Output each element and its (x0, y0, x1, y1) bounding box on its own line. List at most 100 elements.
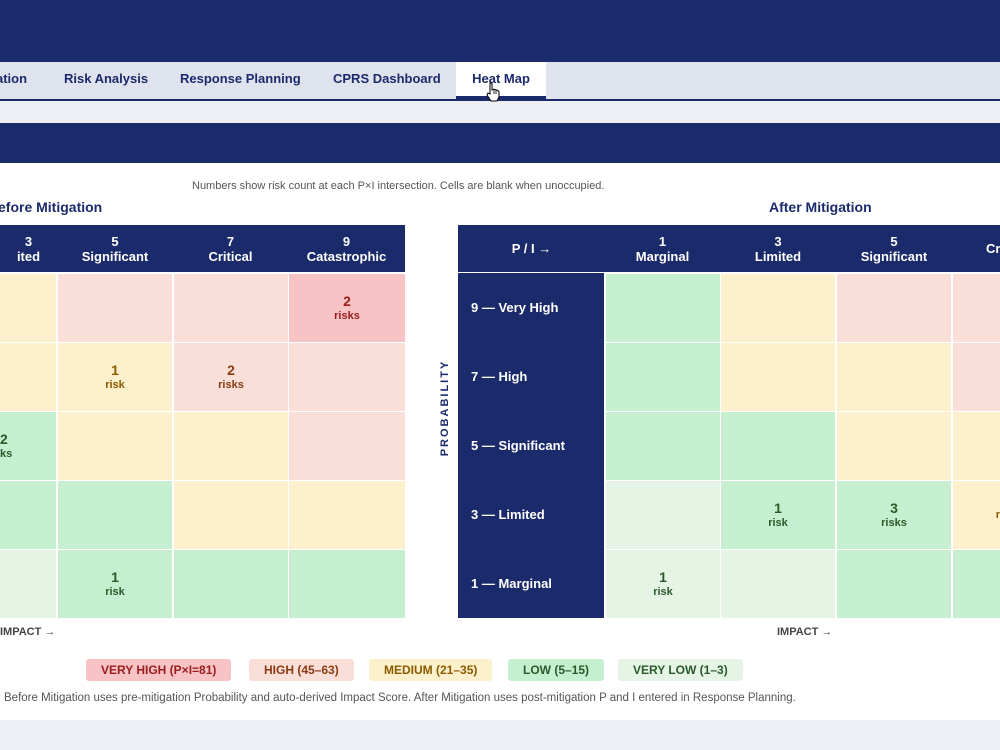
after-corner-header: P / I → (458, 225, 605, 272)
before-cell-p1-i7[interactable] (174, 550, 288, 618)
heat-map-note: Numbers show risk count at each P×I inte… (192, 180, 605, 192)
after-cell-p1-i3[interactable] (721, 550, 835, 618)
tab-risk-analysis[interactable]: Risk Analysis (64, 71, 149, 86)
page-footer-band (0, 720, 1000, 750)
header-score: 5 (890, 233, 898, 249)
legend-very-high: VERY HIGH (P×I=81) (86, 659, 232, 681)
after-cell-p1-i1[interactable]: 1 risk (606, 550, 720, 618)
after-row-label-9: 9 — Very High (458, 273, 604, 342)
tab-bar: ation Risk Analysis Response Planning CP… (0, 62, 1000, 101)
after-mitigation-title: After Mitigation (769, 199, 872, 215)
before-cell-p1-i9[interactable] (289, 550, 405, 618)
after-cell-p3-i7[interactable]: r (953, 481, 1000, 549)
header-name: Significant (81, 248, 149, 264)
risk-label: risk (768, 517, 788, 529)
risk-label: risks (334, 310, 360, 322)
after-cell-p9-i5[interactable] (837, 274, 951, 342)
risk-count: 2 (343, 293, 351, 309)
after-row-label-7: 7 — High (458, 342, 604, 411)
after-impact-header-7: Cr (952, 225, 1000, 272)
header-score: 1 (658, 233, 667, 249)
before-impact-header-9: 9 Catastrophic (288, 225, 405, 272)
after-cell-p1-i7[interactable] (953, 550, 1000, 618)
header-score: 3 (24, 233, 33, 249)
after-cell-p5-i5[interactable] (837, 412, 951, 480)
before-cell-p5-i7[interactable] (174, 412, 288, 480)
before-cell-p7-i9[interactable] (289, 343, 405, 411)
legend-high: HIGH (45–63) (249, 659, 354, 681)
risk-label: risks (218, 379, 244, 391)
before-cell-p5-i9[interactable] (289, 412, 405, 480)
before-cell-p1-i3[interactable] (0, 550, 56, 618)
before-cell-p9-i5[interactable] (58, 274, 172, 342)
risk-label: risk (105, 586, 125, 598)
before-cell-p5-i3[interactable]: 2 ks (0, 412, 56, 480)
after-cell-p3-i3[interactable]: 1 risk (721, 481, 835, 549)
before-cell-p3-i9[interactable] (289, 481, 405, 549)
header-name: Critical (208, 248, 253, 264)
tab-heat-map[interactable]: Heat Map (456, 62, 546, 99)
tab-identification[interactable]: ation (0, 71, 28, 86)
before-cell-p1-i5[interactable]: 1 risk (58, 550, 172, 618)
before-cell-p7-i7[interactable]: 2 risks (174, 343, 288, 411)
before-cell-p3-i3[interactable] (0, 481, 56, 549)
risk-count: 1 (774, 500, 782, 516)
legend-low: LOW (5–15) (508, 659, 605, 681)
header-score: 5 (111, 233, 119, 249)
after-cell-p9-i3[interactable] (721, 274, 835, 342)
header-name: Limited (754, 248, 802, 264)
header-name: Significant (860, 248, 928, 264)
before-cell-p3-i7[interactable] (174, 481, 288, 549)
corner-label: P / I → (511, 241, 552, 256)
before-impact-header-3: 3 ited (0, 225, 57, 272)
section-header-bar (0, 123, 1000, 163)
after-cell-p7-i1[interactable] (606, 343, 720, 411)
before-cell-p9-i9[interactable]: 2 risks (289, 274, 405, 342)
after-cell-p9-i7[interactable] (953, 274, 1000, 342)
after-cell-p7-i7[interactable] (953, 343, 1000, 411)
tab-cprs-dashboard[interactable]: CPRS Dashboard (333, 71, 441, 86)
before-cell-p9-i7[interactable] (174, 274, 288, 342)
before-impact-axis-label: IMPACT → (0, 626, 56, 638)
before-mitigation-title: efore Mitigation (0, 199, 103, 215)
risk-label: r (995, 509, 1000, 521)
before-cell-p5-i5[interactable] (58, 412, 172, 480)
before-cell-p3-i5[interactable] (58, 481, 172, 549)
after-row-label-3: 3 — Limited (458, 480, 604, 549)
risk-count: 1 (659, 569, 667, 585)
header-score: 7 (226, 233, 235, 249)
header-name: Marginal (635, 248, 690, 264)
after-cell-p3-i5[interactable]: 3 risks (837, 481, 951, 549)
risk-count: 3 (890, 500, 898, 516)
after-cell-p5-i7[interactable] (953, 412, 1000, 480)
header-name: Catastrophic (306, 248, 387, 264)
risk-label: risks (881, 517, 907, 529)
after-cell-p1-i5[interactable] (837, 550, 951, 618)
after-impact-header-3: 3 Limited (720, 225, 836, 272)
header-score: 3 (774, 233, 782, 249)
after-row-label-5: 5 — Significant (458, 411, 604, 480)
risk-label: risk (105, 379, 125, 391)
before-impact-header-7: 7 Critical (173, 225, 288, 272)
before-cell-p7-i5[interactable]: 1 risk (58, 343, 172, 411)
before-cell-p7-i3[interactable] (0, 343, 56, 411)
mitigation-footnote: Before Mitigation uses pre-mitigation Pr… (4, 692, 796, 704)
header-name: Cr (986, 241, 1000, 256)
after-impact-header-1: 1 Marginal (605, 225, 720, 272)
tab-response-planning[interactable]: Response Planning (180, 71, 301, 86)
after-cell-p3-i1[interactable] (606, 481, 720, 549)
after-cell-p5-i3[interactable] (721, 412, 835, 480)
risk-count: 1 (111, 362, 119, 378)
after-impact-header-5: 5 Significant (836, 225, 952, 272)
after-cell-p7-i3[interactable] (721, 343, 835, 411)
after-cell-p5-i1[interactable] (606, 412, 720, 480)
risk-label: risk (653, 586, 673, 598)
hand-cursor-icon (486, 82, 500, 102)
risk-count: 2 (227, 362, 235, 378)
after-cell-p9-i1[interactable] (606, 274, 720, 342)
header-name: ited (16, 248, 41, 264)
risk-count: 1 (111, 569, 119, 585)
after-cell-p7-i5[interactable] (837, 343, 951, 411)
before-cell-p9-i3[interactable] (0, 274, 56, 342)
after-impact-axis-label: IMPACT → (777, 626, 833, 638)
